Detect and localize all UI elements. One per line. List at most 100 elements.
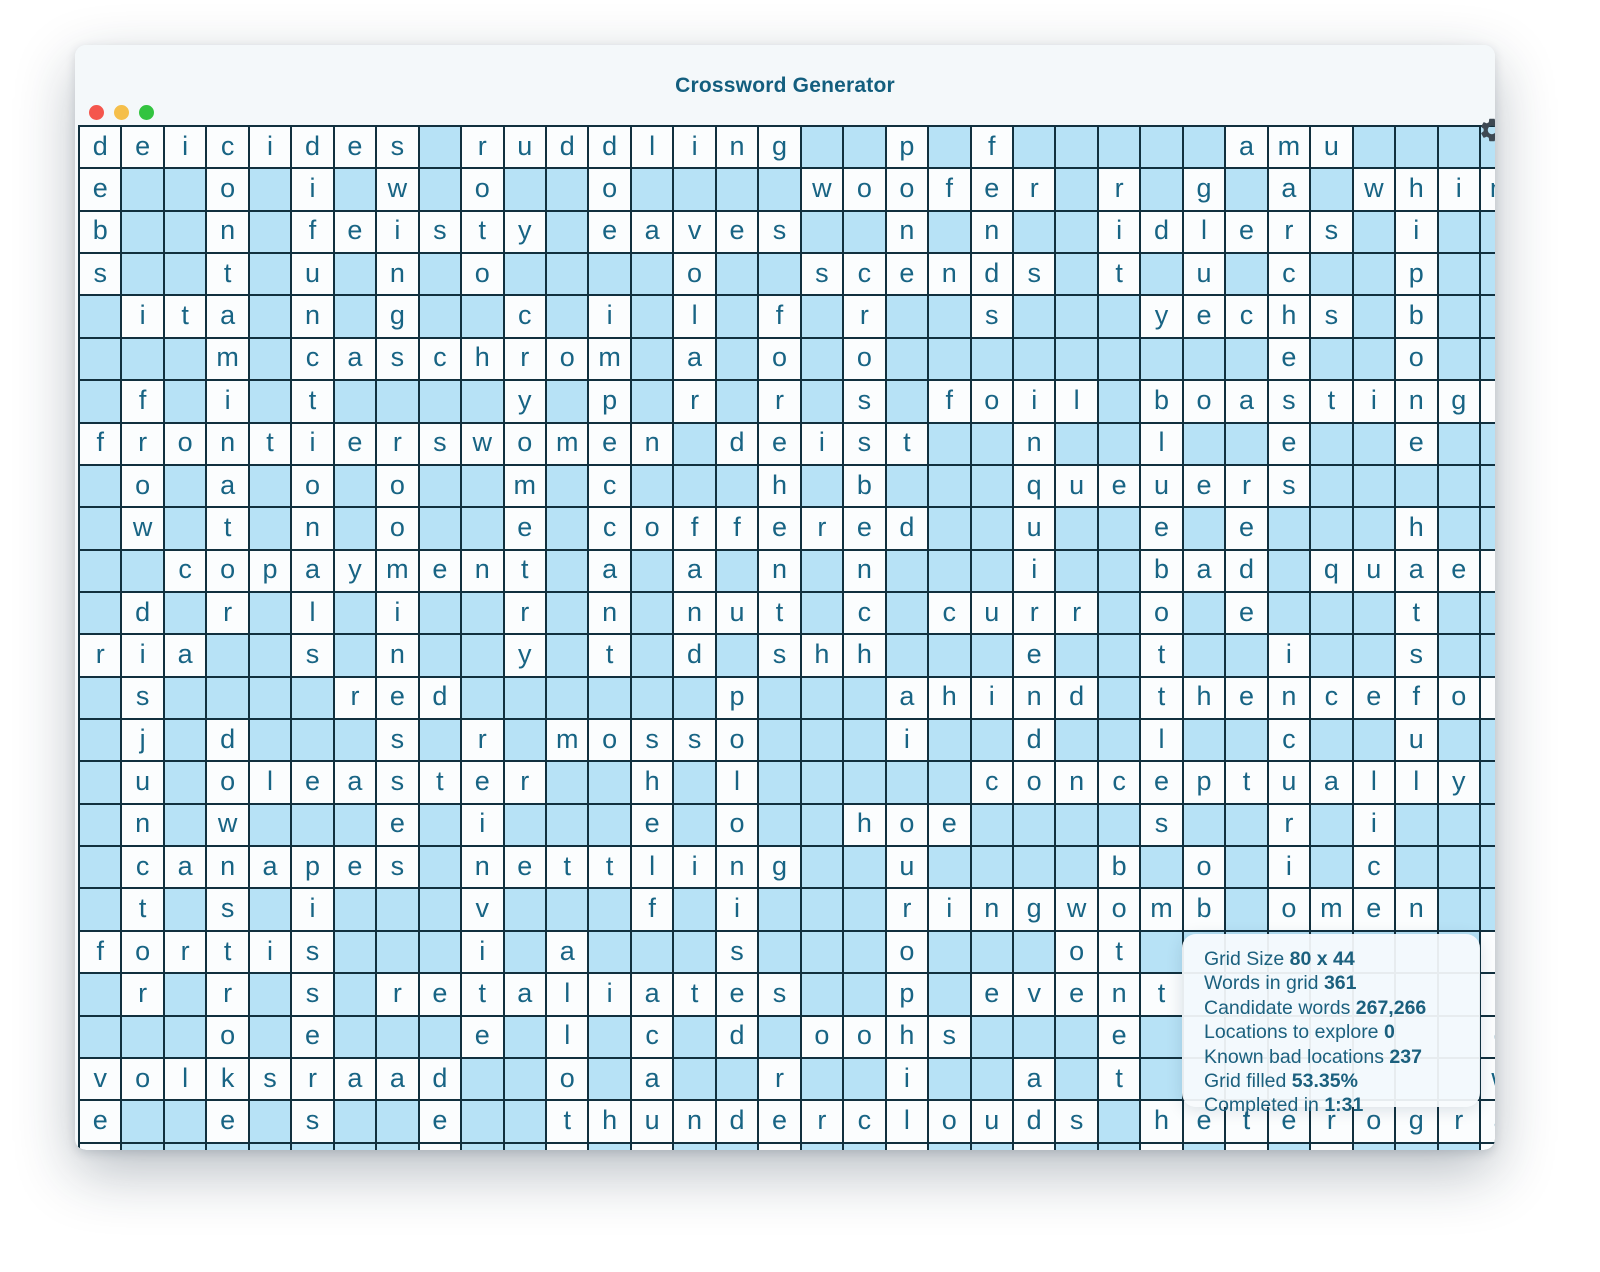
grid-cell-empty bbox=[504, 1101, 547, 1144]
grid-cell-empty bbox=[1480, 889, 1495, 932]
grid-cell-empty bbox=[164, 338, 208, 382]
grid-cell-letter: d bbox=[1013, 1101, 1057, 1144]
grid-cell-empty bbox=[801, 592, 845, 636]
grid-cell-empty bbox=[1056, 127, 1099, 170]
grid-cell-letter: c bbox=[844, 254, 887, 297]
grid-cell-empty bbox=[1141, 931, 1184, 975]
grid-cell-letter: l bbox=[546, 1016, 590, 1059]
grid-cell-letter: y bbox=[504, 635, 547, 678]
grid-cell-empty bbox=[80, 762, 123, 805]
grid-cell-empty bbox=[929, 1058, 972, 1102]
grid-cell-letter: n bbox=[886, 211, 930, 255]
grid-cell-letter: s bbox=[1141, 804, 1184, 848]
grid-cell-empty bbox=[1141, 254, 1184, 297]
grid-cell-letter: e bbox=[80, 169, 123, 212]
grid-cell-empty bbox=[1098, 338, 1142, 382]
grid-cell-empty bbox=[589, 677, 632, 721]
close-button[interactable] bbox=[89, 105, 104, 120]
grid-cell-letter: s bbox=[292, 931, 335, 975]
grid-cell-empty bbox=[249, 296, 293, 339]
minimize-button[interactable] bbox=[114, 105, 129, 120]
grid-cell-letter: e bbox=[377, 677, 420, 721]
grid-cell-letter: u bbox=[971, 592, 1014, 636]
grid-cell-letter: r bbox=[801, 1101, 845, 1144]
grid-cell-empty bbox=[292, 1143, 335, 1150]
grid-cell-letter: a bbox=[292, 550, 335, 593]
grid-cell-letter: i bbox=[122, 296, 165, 339]
grid-cell-empty bbox=[164, 254, 208, 297]
grid-cell-letter: u bbox=[1268, 762, 1312, 805]
grid-cell-empty bbox=[504, 254, 547, 297]
grid-cell-letter: r bbox=[504, 592, 547, 636]
grid-cell-empty bbox=[80, 338, 123, 382]
grid-cell-empty bbox=[801, 931, 845, 975]
grid-cell-letter: f bbox=[122, 381, 165, 424]
grid-cell-empty bbox=[1311, 635, 1354, 678]
grid-cell-empty bbox=[1396, 465, 1439, 509]
grid-cell-empty bbox=[419, 1016, 463, 1059]
grid-cell-empty bbox=[207, 1143, 250, 1150]
grid-cell-empty bbox=[801, 847, 845, 890]
grid-cell-empty bbox=[716, 635, 760, 678]
grid-cell-letter: c bbox=[844, 1101, 887, 1144]
grid-cell-letter: e bbox=[1226, 508, 1269, 551]
grid-cell-letter: a bbox=[207, 465, 250, 509]
grid-cell-empty bbox=[1226, 635, 1269, 678]
grid-cell-empty bbox=[1013, 1016, 1057, 1059]
zoom-button[interactable] bbox=[139, 105, 154, 120]
grid-cell-letter: g bbox=[419, 1143, 463, 1150]
grid-cell-letter: i bbox=[1396, 211, 1439, 255]
grid-cell-empty bbox=[674, 465, 717, 509]
stat-completed-in: Completed in 1:31 bbox=[1204, 1094, 1364, 1117]
grid-cell-letter: n bbox=[292, 508, 335, 551]
grid-cell-empty bbox=[1480, 423, 1495, 466]
grid-cell-letter: s bbox=[249, 1058, 293, 1102]
grid-cell-empty bbox=[249, 211, 293, 255]
grid-cell-letter: e bbox=[334, 211, 378, 255]
grid-cell-letter: g bbox=[759, 1143, 802, 1150]
grid-cell-letter: i bbox=[1438, 169, 1481, 212]
grid-cell-empty bbox=[164, 1101, 208, 1144]
grid-cell-empty bbox=[1098, 635, 1142, 678]
grid-cell-empty bbox=[801, 381, 845, 424]
grid-cell-letter: c bbox=[971, 762, 1014, 805]
grid-cell-empty bbox=[377, 381, 420, 424]
gear-icon[interactable] bbox=[1478, 116, 1495, 144]
grid-cell-letter: r bbox=[207, 592, 250, 636]
grid-cell-empty bbox=[249, 169, 293, 212]
grid-cell-empty bbox=[546, 889, 590, 932]
grid-cell-empty bbox=[759, 720, 802, 763]
grid-cell-letter: a bbox=[589, 550, 632, 593]
grid-cell-empty bbox=[1013, 211, 1057, 255]
grid-cell-letter: n bbox=[1268, 677, 1312, 721]
grid-cell-empty bbox=[674, 1016, 717, 1059]
grid-cell-empty bbox=[1183, 508, 1227, 551]
grid-cell-empty bbox=[1353, 296, 1397, 339]
grid-cell-empty bbox=[80, 677, 123, 721]
grid-cell-letter: a bbox=[1396, 550, 1439, 593]
grid-cell-letter: r bbox=[377, 974, 420, 1017]
grid-cell-empty bbox=[971, 635, 1014, 678]
grid-cell-empty bbox=[292, 804, 335, 848]
grid-cell-letter: g bbox=[1438, 381, 1481, 424]
grid-cell-empty bbox=[122, 211, 165, 255]
grid-cell-letter: n bbox=[1396, 381, 1439, 424]
grid-cell-empty bbox=[80, 720, 123, 763]
grid-cell-empty bbox=[1480, 720, 1495, 763]
grid-cell-letter: i bbox=[886, 720, 930, 763]
grid-cell-letter: u bbox=[1183, 254, 1227, 297]
grid-cell-letter: o bbox=[546, 338, 590, 382]
grid-cell-letter: f bbox=[929, 169, 972, 212]
grid-cell-letter: o bbox=[971, 381, 1014, 424]
grid-cell-letter: s bbox=[1268, 465, 1312, 509]
grid-cell-letter: u bbox=[971, 1101, 1014, 1144]
grid-cell-letter: l bbox=[886, 1101, 930, 1144]
grid-cell-letter: w bbox=[122, 508, 165, 551]
grid-cell-letter: s bbox=[971, 296, 1014, 339]
grid-cell-letter: d bbox=[1013, 720, 1057, 763]
stat-grid-size: Grid Size 80 x 44 bbox=[1204, 948, 1355, 970]
grid-cell-letter: e bbox=[419, 974, 463, 1017]
grid-cell-empty bbox=[801, 550, 845, 593]
grid-cell-letter: r bbox=[1226, 465, 1269, 509]
grid-cell-empty bbox=[1013, 804, 1057, 848]
